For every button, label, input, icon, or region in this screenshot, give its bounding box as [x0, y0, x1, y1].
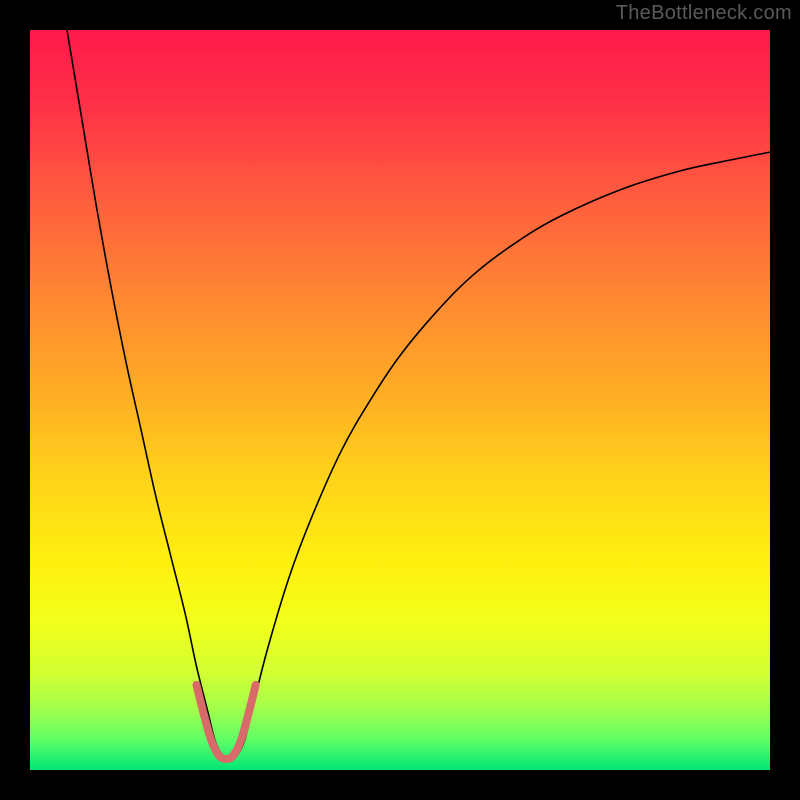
- chart-svg: [30, 30, 770, 770]
- bottleneck-curve: [67, 30, 770, 759]
- plot-area: [30, 30, 770, 770]
- outer-frame: TheBottleneck.com: [0, 0, 800, 800]
- watermark-text: TheBottleneck.com: [616, 2, 792, 25]
- bottom-highlight: [197, 685, 256, 759]
